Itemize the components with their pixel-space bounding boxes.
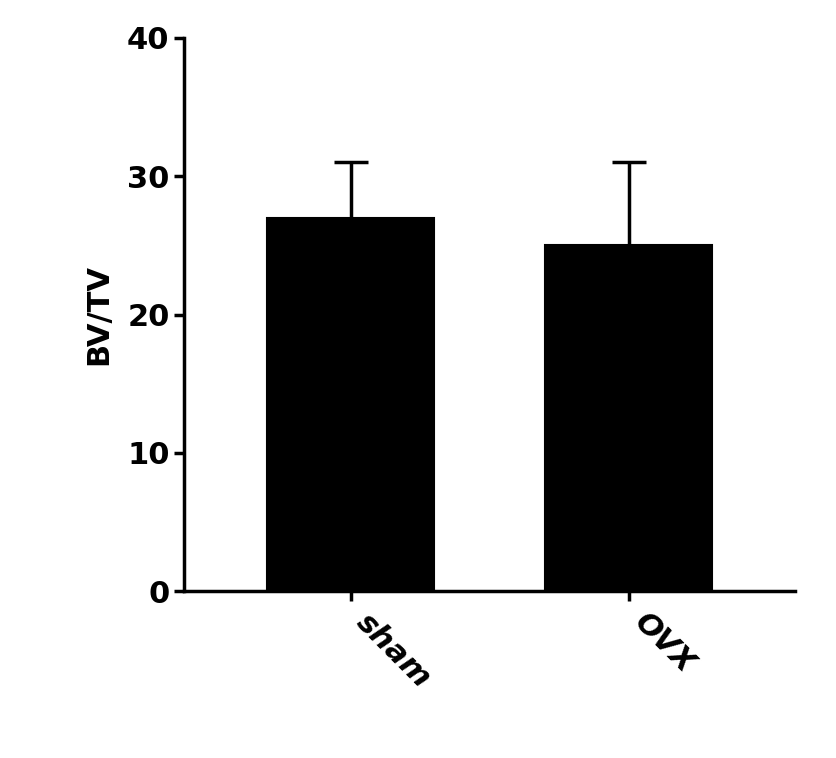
Bar [544,246,711,591]
Bar [268,218,434,591]
Y-axis label: BV/TV: BV/TV [84,264,113,365]
